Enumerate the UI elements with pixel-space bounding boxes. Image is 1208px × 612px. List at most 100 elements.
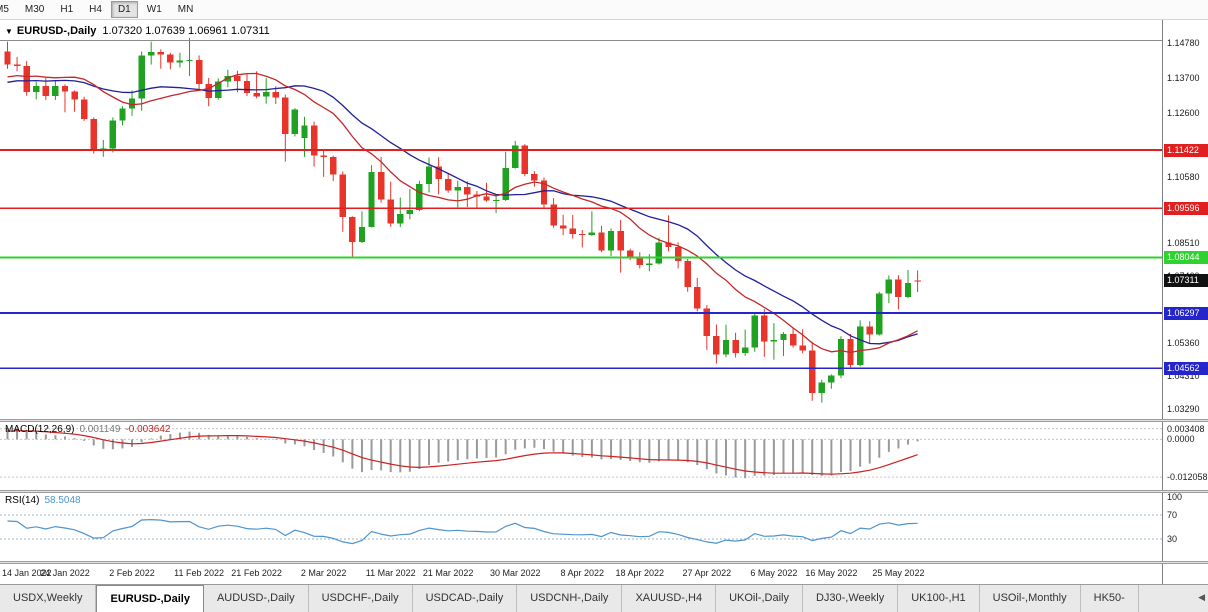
bear-candle — [694, 286, 701, 309]
rsi-name: RSI(14) — [5, 495, 40, 506]
bear-candle — [540, 180, 548, 205]
bear-candle — [61, 85, 69, 92]
bear-candle — [339, 174, 346, 217]
chart-tab-uk100-h1[interactable]: UK100-,H1 — [898, 585, 980, 612]
price-level-badge: 1.09596 — [1164, 201, 1208, 215]
bear-candle — [703, 308, 711, 336]
bear-candle — [627, 250, 634, 257]
macd-axis-label: 0.003408 — [1167, 423, 1205, 434]
bear-candle — [23, 66, 30, 92]
bear-candle — [550, 204, 557, 226]
chart-tab-usdcnh-daily[interactable]: USDCNH-,Daily — [517, 585, 623, 612]
rsi-panel-canvas[interactable] — [0, 493, 1162, 561]
bear-candle — [90, 119, 97, 150]
bear-candle — [320, 155, 327, 158]
date-axis[interactable]: 14 Jan 2022 24 Jan 2022 2 Feb 2022 11 Feb 2… — [0, 564, 1162, 584]
bear-candle — [195, 59, 203, 85]
date-label: 30 Mar 2022 — [489, 568, 541, 578]
timeframe-button-m5[interactable]: M5 — [0, 4, 9, 15]
bear-candle — [272, 91, 279, 98]
panel-divider-macd[interactable] — [0, 419, 1208, 422]
bear-candle — [866, 326, 873, 335]
price-level-badge: 1.08044 — [1164, 251, 1208, 265]
timeframe-button-mn[interactable]: MN — [177, 4, 194, 15]
bull-candle — [607, 230, 615, 251]
bull-candle — [837, 339, 845, 376]
date-label: 25 May 2022 — [872, 568, 925, 578]
bear-candle — [531, 174, 538, 181]
chart-tab-audusd-daily[interactable]: AUDUSD-,Daily — [203, 585, 309, 612]
bear-candle — [914, 280, 921, 282]
timeframe-toolbar: M5 M30 H1 H4 D1 W1 MN — [0, 0, 1208, 20]
bear-candle — [713, 335, 720, 355]
date-label: 2 Mar 2022 — [300, 568, 347, 578]
bull-candle — [33, 86, 40, 92]
chart-tab-xauusd-h4[interactable]: XAUUSD-,H4 — [622, 585, 717, 612]
timeframe-button-d1[interactable]: D1 — [110, 1, 138, 18]
timeframe-button-m30[interactable]: M30 — [24, 4, 45, 15]
bull-candle — [741, 347, 749, 353]
chart-tab-usoil-monthly[interactable]: USOil-,Monthly — [979, 585, 1081, 612]
bear-candle — [253, 93, 260, 97]
macd-panel-canvas[interactable] — [0, 422, 1162, 490]
bull-candle — [397, 214, 404, 224]
title-divider — [0, 40, 1162, 41]
bear-candle — [761, 315, 768, 342]
bear-candle — [483, 196, 490, 201]
date-label: 24 Jan 2022 — [40, 568, 90, 578]
price-axis[interactable]: 1.147801.137001.126001.105801.085101.074… — [1162, 20, 1208, 584]
bear-candle — [377, 172, 385, 200]
chart-tab-usdchf-daily[interactable]: USDCHF-,Daily — [308, 585, 413, 612]
chart-tab-usdx-weekly[interactable]: USDX,Weekly — [0, 585, 97, 612]
timeframe-button-h4[interactable]: H4 — [89, 4, 102, 15]
bull-candle — [119, 108, 126, 121]
tab-scroll-left-icon[interactable]: ◀ — [1198, 592, 1205, 602]
macd-axis-label: -0.012058 — [1167, 472, 1208, 483]
bull-candle — [502, 167, 509, 201]
bull-candle — [148, 52, 155, 56]
bull-candle — [52, 85, 59, 96]
bear-candle — [789, 333, 797, 346]
panel-divider-rsi[interactable] — [0, 490, 1208, 493]
price-tick: 1.12600 — [1167, 107, 1200, 118]
bear-candle — [157, 52, 164, 55]
date-label: 16 May 2022 — [805, 568, 858, 578]
bull-candle — [176, 60, 184, 63]
date-label: 18 Apr 2022 — [615, 568, 665, 578]
bull-candle — [215, 81, 222, 99]
bear-candle — [4, 51, 11, 65]
chart-title: ▼ EURUSD-,Daily 1.07320 1.07639 1.06961 1.… — [5, 25, 270, 37]
date-label: 21 Feb 2022 — [231, 568, 282, 578]
timeframe-button-h1[interactable]: H1 — [60, 4, 74, 15]
bull-candle — [138, 55, 145, 99]
bear-candle — [665, 242, 672, 247]
bear-candle — [569, 228, 576, 234]
main-chart-canvas[interactable] — [0, 20, 1162, 419]
bull-candle — [492, 200, 500, 202]
date-label: 27 Apr 2022 — [682, 568, 732, 578]
bear-candle — [71, 91, 78, 100]
bear-candle — [674, 246, 682, 261]
bear-candle — [809, 350, 816, 393]
bear-candle — [387, 199, 394, 224]
chart-tab-hk50-[interactable]: HK50- — [1080, 585, 1139, 612]
macd-signal-value: -0.003642 — [125, 424, 171, 435]
price-tick: 1.03290 — [1167, 403, 1200, 414]
bear-candle — [464, 187, 471, 195]
current-price-badge: 1.07311 — [1164, 274, 1208, 288]
bear-candle — [617, 230, 624, 251]
price-tick: 1.14780 — [1167, 38, 1200, 49]
date-label: 6 May 2022 — [750, 568, 798, 578]
chart-tab-ukoil-daily[interactable]: UKOil-,Daily — [716, 585, 803, 612]
bull-candle — [512, 145, 519, 168]
chart-tab-eurusd-daily[interactable]: EURUSD-,Daily — [96, 585, 204, 612]
macd-main-value: 0.001149 — [79, 424, 121, 435]
chart-tab-dj30-weekly[interactable]: DJ30-,Weekly — [802, 585, 899, 612]
bull-candle — [885, 279, 893, 294]
price-level-badge: 1.06297 — [1164, 306, 1208, 320]
collapse-chart-icon[interactable]: ▼ — [5, 27, 13, 36]
chart-tab-usdcad-daily[interactable]: USDCAD-,Daily — [412, 585, 518, 612]
timeframe-button-w1[interactable]: W1 — [146, 4, 162, 15]
bull-candle — [904, 283, 912, 298]
bull-candle — [856, 326, 864, 366]
